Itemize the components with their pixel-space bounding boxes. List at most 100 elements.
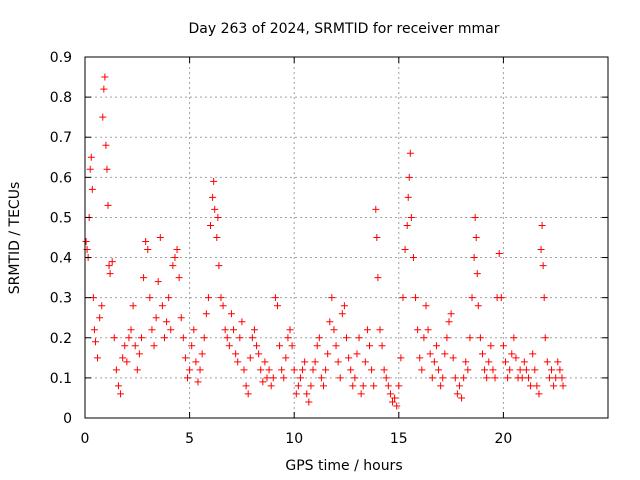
data-point <box>426 350 434 358</box>
data-point <box>499 342 507 350</box>
data-point <box>213 234 221 241</box>
data-point <box>146 294 154 302</box>
data-point <box>192 358 200 366</box>
data-point <box>292 390 300 398</box>
data-point <box>290 366 298 374</box>
data-point <box>476 334 484 342</box>
data-point <box>334 358 342 366</box>
data-point <box>217 294 225 302</box>
data-point <box>393 402 401 410</box>
data-point <box>522 366 530 374</box>
data-point <box>529 350 537 358</box>
data-point <box>165 294 173 302</box>
data-point <box>311 358 319 366</box>
data-point <box>230 326 238 334</box>
data-point <box>445 318 453 326</box>
data-point <box>211 205 219 213</box>
data-point <box>119 354 127 362</box>
data-point <box>462 358 470 366</box>
data-point <box>468 294 476 302</box>
data-point <box>548 366 556 374</box>
data-point <box>106 270 114 278</box>
data-point <box>150 342 158 350</box>
data-point <box>142 238 150 246</box>
data-point <box>209 193 217 201</box>
data-point <box>543 358 551 366</box>
data-point <box>186 366 194 374</box>
data-point <box>167 326 175 334</box>
data-point <box>404 193 412 201</box>
data-point <box>271 294 279 302</box>
data-point <box>380 366 388 374</box>
x-tick-label: 10 <box>285 431 303 447</box>
data-point <box>470 254 478 262</box>
data-point <box>340 302 348 310</box>
y-tick-label: 0.9 <box>50 50 72 66</box>
y-tick-label: 0.3 <box>50 291 72 307</box>
data-point <box>160 334 168 342</box>
data-point <box>424 326 432 334</box>
data-point <box>466 334 474 342</box>
data-point <box>458 394 466 402</box>
data-point <box>200 334 208 342</box>
data-point <box>89 294 97 302</box>
data-point <box>175 274 183 282</box>
data-point <box>144 246 152 254</box>
x-tick-label: 5 <box>185 431 194 447</box>
data-point <box>391 394 399 402</box>
data-point <box>453 390 461 398</box>
data-point <box>558 374 566 382</box>
data-point <box>374 274 382 282</box>
data-point <box>353 350 361 358</box>
data-point <box>173 246 181 254</box>
data-point <box>416 354 424 362</box>
data-point <box>397 354 405 362</box>
data-point <box>188 342 196 350</box>
data-point <box>194 378 202 386</box>
data-point <box>373 234 381 241</box>
data-point <box>455 382 463 390</box>
data-point <box>376 326 384 334</box>
data-point <box>86 165 94 173</box>
data-point <box>432 342 440 350</box>
data-point <box>169 262 177 270</box>
data-point <box>554 358 562 366</box>
data-point <box>326 318 334 326</box>
data-point <box>512 354 520 362</box>
data-point <box>257 366 265 374</box>
y-tick-label: 0.7 <box>50 130 72 146</box>
data-point <box>104 201 112 209</box>
data-point <box>501 358 509 366</box>
data-point <box>495 250 503 258</box>
data-point <box>154 278 162 286</box>
data-point <box>90 326 98 334</box>
data-point <box>451 374 459 382</box>
data-point <box>460 374 468 382</box>
data-point <box>538 221 546 229</box>
data-point <box>181 354 189 362</box>
data-point <box>481 366 489 374</box>
data-point <box>198 350 206 358</box>
data-point <box>395 382 403 390</box>
data-point <box>491 374 499 382</box>
data-point <box>472 234 480 241</box>
data-point <box>441 350 449 358</box>
data-point <box>273 302 281 310</box>
data-point <box>196 366 204 374</box>
data-point <box>210 177 218 185</box>
data-point <box>125 334 133 342</box>
data-point <box>102 141 110 149</box>
data-point <box>114 382 122 390</box>
x-tick-label: 0 <box>81 431 90 447</box>
data-point <box>409 254 417 262</box>
data-point <box>121 342 129 350</box>
data-point <box>244 390 252 398</box>
data-point <box>447 310 455 318</box>
data-point <box>250 326 258 334</box>
data-point <box>343 334 350 342</box>
data-point <box>347 366 355 374</box>
data-point <box>129 302 137 310</box>
x-axis-label: GPS time / hours <box>285 458 402 474</box>
data-point <box>533 382 541 390</box>
data-point <box>215 262 223 270</box>
